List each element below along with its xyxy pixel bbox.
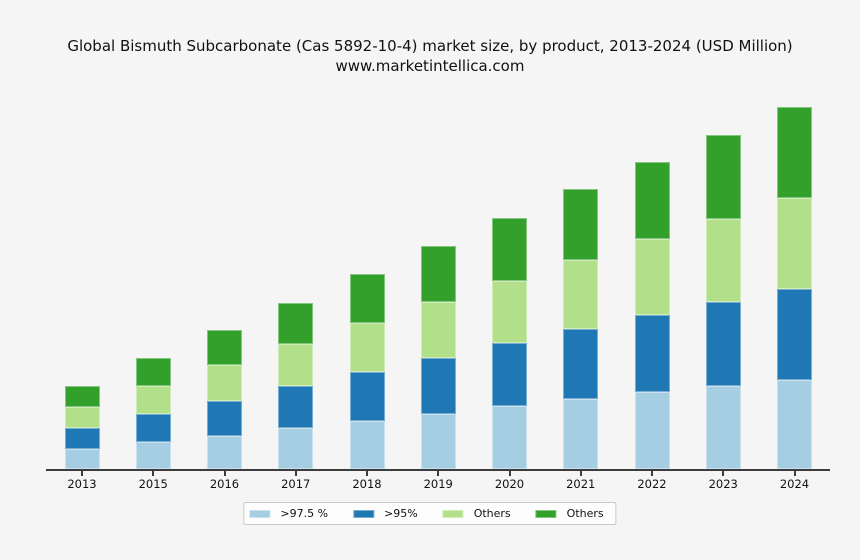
x-axis-tick-2020 — [508, 471, 511, 476]
bar-segment-2021-series3 — [563, 189, 599, 260]
x-axis-label-2018: 2018 — [352, 477, 382, 491]
bar-segment-2023-series1 — [705, 302, 741, 386]
bar-segment-2024-series0 — [777, 380, 812, 469]
x-axis-tick-2013 — [81, 471, 83, 476]
bar-segment-2019-series0 — [420, 414, 456, 469]
bar-segment-2023-series0 — [705, 386, 741, 469]
x-axis-label-2017: 2017 — [281, 477, 311, 491]
bar-segment-2019-series1 — [420, 358, 456, 414]
bar-segment-2023-series3 — [705, 135, 741, 219]
bar-segment-2016-series0 — [207, 436, 242, 469]
x-axis-tick-2024 — [793, 471, 796, 476]
bar-segment-2015-series1 — [135, 414, 171, 442]
x-axis-label-2022: 2022 — [637, 477, 667, 491]
bar-segment-2021-series0 — [563, 399, 599, 469]
legend-label-0: >97.5 % — [280, 507, 329, 520]
legend-swatch-0 — [249, 509, 271, 518]
bar-segment-2023-series2 — [705, 219, 741, 302]
bar-segment-2022-series2 — [634, 239, 670, 315]
bar-segment-2013-series0 — [64, 449, 100, 469]
x-axis-line — [46, 469, 830, 471]
x-axis-label-2021: 2021 — [566, 477, 596, 491]
bar-segment-2015-series0 — [135, 442, 171, 469]
bar-segment-2020-series2 — [492, 281, 527, 343]
bar-segment-2020-series1 — [492, 343, 527, 406]
bar-segment-2016-series1 — [207, 401, 242, 436]
legend-item-2: Others — [442, 507, 511, 520]
legend: >97.5 % >95% Others Others — [243, 502, 617, 525]
legend-item-0: >97.5 % — [249, 507, 328, 520]
bar-segment-2019-series2 — [420, 302, 456, 358]
bar-segment-2018-series2 — [349, 323, 385, 372]
legend-label-2: Others — [473, 507, 511, 520]
bar-segment-2020-series3 — [492, 218, 527, 281]
x-axis-tick-2017 — [294, 471, 297, 476]
x-axis-tick-2018 — [366, 471, 368, 476]
bar-segment-2013-series3 — [64, 386, 100, 407]
bar-segment-2016-series3 — [207, 330, 242, 365]
x-axis-label-2019: 2019 — [423, 477, 453, 491]
chart-title: Global Bismuth Subcarbonate (Cas 5892-10… — [67, 37, 793, 55]
legend-swatch-3 — [535, 509, 557, 518]
bar-segment-2021-series1 — [563, 329, 599, 399]
x-axis-tick-2023 — [722, 471, 725, 476]
legend-swatch-1 — [353, 509, 375, 518]
legend-item-3: Others — [535, 507, 604, 520]
bar-segment-2022-series3 — [634, 162, 670, 239]
x-axis-label-2013: 2013 — [67, 477, 97, 491]
x-axis-tick-2019 — [437, 471, 440, 476]
x-axis-label-2016: 2016 — [209, 477, 240, 491]
bar-segment-2018-series0 — [349, 421, 385, 469]
bar-segment-2013-series2 — [64, 407, 100, 428]
bar-segment-2020-series0 — [492, 406, 527, 469]
bar-segment-2015-series3 — [135, 358, 171, 386]
legend-label-1: >95% — [384, 507, 418, 520]
bar-segment-2017-series2 — [278, 344, 314, 386]
bar-segment-2021-series2 — [563, 260, 599, 329]
x-axis-label-2020: 2020 — [494, 477, 525, 491]
chart-subtitle: www.marketintellica.com — [335, 57, 525, 75]
legend-item-1: >95% — [353, 507, 418, 520]
x-axis-tick-2015 — [152, 471, 155, 476]
bar-segment-2022-series1 — [634, 315, 670, 392]
bar-segment-2017-series0 — [278, 428, 314, 469]
bar-segment-2019-series3 — [420, 246, 456, 302]
x-axis-tick-2016 — [223, 471, 226, 476]
bar-segment-2017-series3 — [278, 303, 314, 344]
legend-label-3: Others — [566, 507, 604, 520]
chart-title-block: Global Bismuth Subcarbonate (Cas 5892-10… — [0, 36, 860, 76]
x-axis-tick-2021 — [579, 471, 582, 476]
x-axis-label-2024: 2024 — [779, 477, 810, 491]
bar-segment-2018-series3 — [349, 274, 385, 323]
x-axis-label-2015: 2015 — [138, 477, 168, 491]
bar-segment-2015-series2 — [135, 386, 171, 414]
legend-swatch-2 — [442, 509, 464, 518]
bar-segment-2022-series0 — [634, 392, 670, 469]
bar-segment-2024-series2 — [777, 198, 812, 289]
x-axis-label-2023: 2023 — [708, 477, 738, 491]
bar-segment-2016-series2 — [207, 365, 242, 401]
x-axis-tick-2022 — [651, 471, 653, 476]
bar-segment-2024-series3 — [777, 107, 812, 198]
bar-segment-2017-series1 — [278, 386, 314, 428]
bar-segment-2024-series1 — [777, 289, 812, 380]
bar-segment-2013-series1 — [64, 428, 100, 449]
bar-segment-2018-series1 — [349, 372, 385, 421]
